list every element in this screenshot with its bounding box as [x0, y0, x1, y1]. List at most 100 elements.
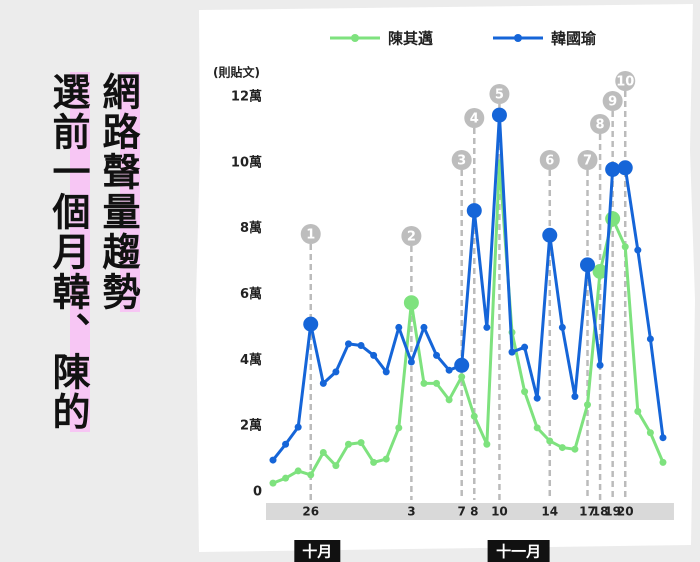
- point: [617, 160, 633, 176]
- event-label: 8: [596, 118, 605, 133]
- point: [454, 357, 470, 373]
- month-label: 十一月: [496, 543, 541, 561]
- point: [571, 445, 579, 453]
- event-badge: [602, 91, 623, 111]
- month-box: [487, 540, 550, 562]
- point: [294, 423, 302, 431]
- point: [659, 458, 667, 466]
- point: [605, 161, 621, 177]
- point: [592, 263, 608, 279]
- point: [303, 316, 319, 332]
- point: [433, 379, 441, 387]
- point: [370, 458, 378, 466]
- point: [491, 107, 507, 123]
- point: [307, 471, 315, 479]
- event-badge: [615, 71, 636, 91]
- legend-label: 韓國瑜: [551, 30, 597, 48]
- event-badge: [300, 224, 321, 244]
- point: [483, 323, 491, 331]
- point: [596, 361, 604, 369]
- point: [344, 440, 352, 448]
- month-box: [294, 540, 341, 562]
- y-tick-label: 12萬: [231, 89, 262, 105]
- event-badge: [401, 226, 422, 246]
- point: [445, 396, 453, 404]
- x-tick-label: 7: [458, 505, 466, 519]
- point: [269, 479, 277, 487]
- point: [470, 412, 478, 420]
- legend-dot: [514, 34, 522, 42]
- point: [433, 351, 441, 359]
- point: [646, 335, 654, 343]
- event-badge: [489, 84, 510, 104]
- point: [282, 474, 290, 482]
- event-label: 10: [616, 75, 634, 90]
- event-label: 7: [583, 154, 592, 169]
- point: [294, 467, 302, 475]
- point: [508, 348, 516, 356]
- series-line: [272, 161, 665, 485]
- y-tick-label: 4萬: [240, 352, 262, 368]
- event-badge: [590, 114, 611, 134]
- title-text: 選前一個月韓、陳的: [46, 72, 90, 432]
- title-text: 網路聲量趨勢: [96, 72, 140, 312]
- legend-dot: [351, 34, 359, 42]
- point: [319, 449, 327, 456]
- y-tick-label: 8萬: [240, 220, 262, 236]
- x-tick-label: 10: [491, 505, 508, 519]
- point: [546, 437, 554, 445]
- title-line: 選前一個月韓、陳的: [46, 72, 90, 432]
- event-label: 5: [495, 88, 504, 103]
- point: [382, 368, 390, 376]
- y-tick-label: 6萬: [240, 286, 262, 302]
- point: [571, 393, 579, 401]
- point: [458, 373, 466, 381]
- point: [407, 358, 415, 366]
- y-unit: (則貼文): [213, 65, 260, 80]
- x-tick-label: 17: [579, 505, 596, 519]
- month-band: [379, 503, 674, 520]
- event-label: 4: [470, 112, 479, 127]
- point: [370, 351, 378, 359]
- point: [319, 379, 327, 387]
- point: [521, 343, 529, 351]
- point: [403, 295, 419, 311]
- point: [542, 227, 558, 243]
- legend-label: 陳其邁: [388, 30, 433, 48]
- point: [659, 434, 667, 442]
- point: [344, 340, 352, 348]
- point: [584, 401, 591, 409]
- point: [621, 243, 629, 251]
- x-tick-label: 20: [617, 505, 634, 519]
- x-tick-label: 14: [541, 505, 558, 519]
- y-tick-label: 2萬: [240, 418, 262, 434]
- point: [420, 379, 428, 387]
- event-badge: [577, 150, 598, 170]
- x-tick-label: 26: [302, 505, 319, 519]
- point: [332, 368, 340, 376]
- point: [382, 455, 390, 463]
- title-line: 網路聲量趨勢: [96, 72, 140, 312]
- x-tick-label: 18: [592, 505, 609, 519]
- point: [282, 440, 290, 448]
- point: [558, 323, 566, 331]
- point: [483, 440, 491, 448]
- point: [646, 429, 654, 437]
- point: [332, 462, 340, 470]
- event-label: 1: [306, 228, 315, 243]
- month-label: 十月: [302, 543, 332, 561]
- point: [269, 456, 277, 464]
- series-line: [271, 113, 665, 462]
- event-label: 2: [407, 230, 416, 245]
- x-tick-label: 3: [407, 505, 415, 519]
- y-tick-label: 0: [253, 485, 262, 500]
- point: [521, 388, 529, 396]
- point: [357, 439, 365, 447]
- point: [466, 203, 482, 219]
- point: [533, 394, 541, 402]
- point: [634, 407, 642, 415]
- point: [634, 246, 642, 254]
- x-tick-label: 8: [470, 505, 478, 519]
- x-tick-label: 19: [604, 505, 621, 519]
